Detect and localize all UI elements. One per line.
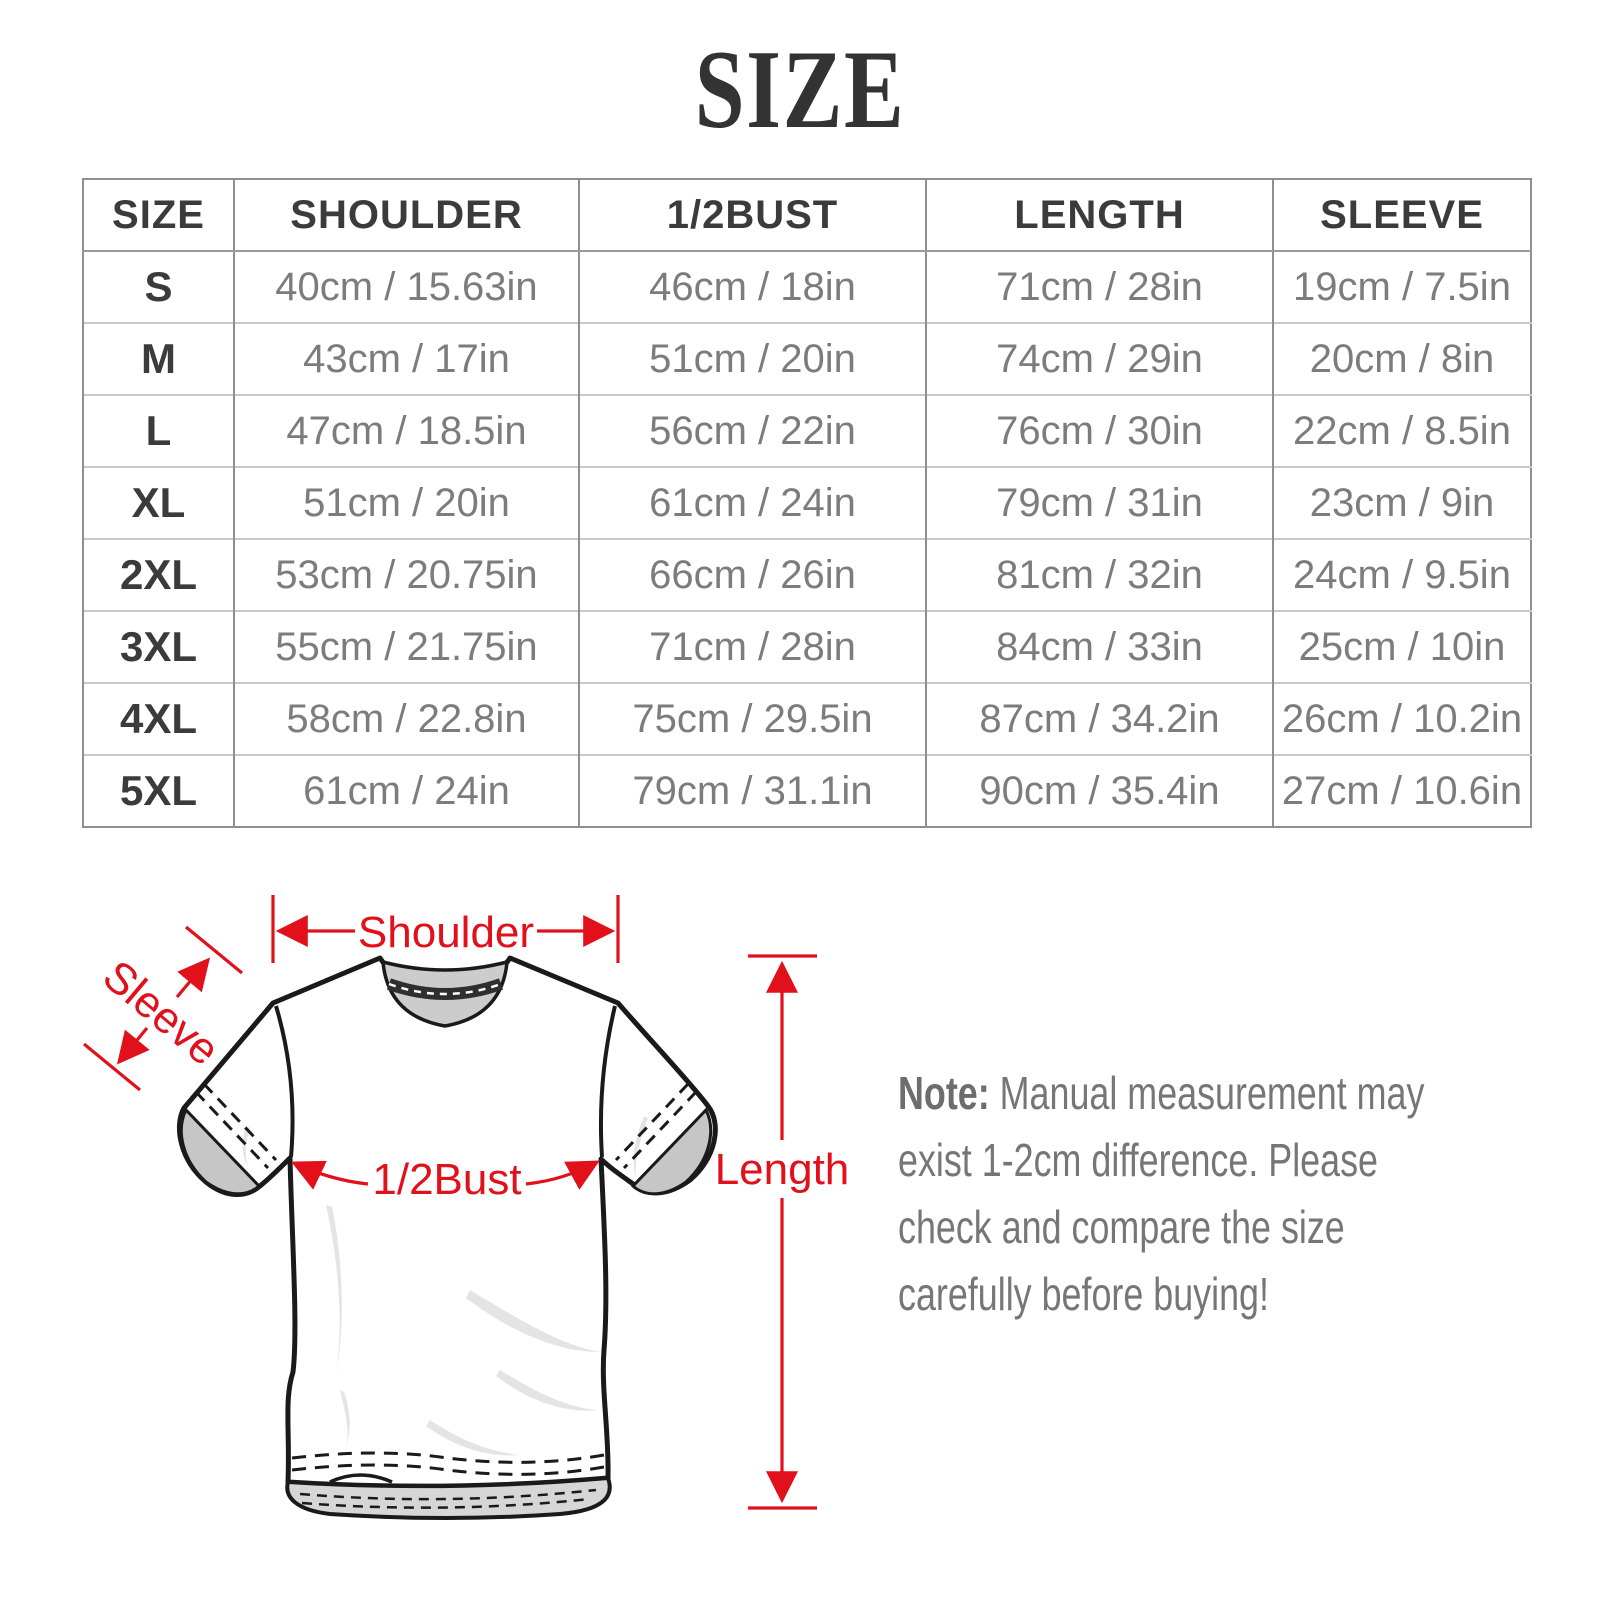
note-label: Note:	[898, 1067, 990, 1119]
size-label: XL	[82, 466, 234, 539]
hem	[285, 1451, 612, 1520]
size-label: L	[82, 394, 234, 467]
cell-bust: 56cm / 22in	[578, 394, 926, 467]
sleeve-tick-upper	[184, 925, 244, 975]
table-row: M 43cm / 17in 51cm / 20in 74cm / 29in 20…	[82, 322, 1531, 395]
cell-length: 71cm / 28in	[925, 251, 1273, 323]
table-row: 3XL 55cm / 21.75in 71cm / 28in 84cm / 33…	[82, 610, 1531, 683]
header-length: LENGTH	[925, 179, 1273, 252]
tshirt-measurement-diagram: Shoulder Sleeve 1/2Bust Length	[82, 895, 850, 1520]
size-label: M	[82, 322, 234, 395]
header-sleeve: SLEEVE	[1272, 179, 1531, 252]
tshirt-outline	[176, 955, 718, 1520]
table-header-row: SIZE SHOULDER 1/2BUST LENGTH SLEEVE	[82, 179, 1531, 252]
bust-arrow-left	[291, 1160, 369, 1190]
cell-bust: 79cm / 31.1in	[578, 754, 926, 827]
table-row: XL 51cm / 20in 61cm / 24in 79cm / 31in 2…	[82, 466, 1531, 539]
header-shoulder: SHOULDER	[233, 179, 579, 252]
cell-shoulder: 55cm / 21.75in	[233, 610, 579, 683]
note-line: carefully before buying!	[898, 1268, 1269, 1320]
size-chart-table: SIZE SHOULDER 1/2BUST LENGTH SLEEVE S 40…	[82, 178, 1532, 828]
size-label: S	[82, 251, 234, 323]
note-line: Note: Manual measurement may	[898, 1060, 1506, 1127]
cell-shoulder: 53cm / 20.75in	[233, 538, 579, 611]
cell-sleeve: 22cm / 8.5in	[1272, 394, 1531, 467]
bust-annotation: 1/2Bust	[291, 1155, 600, 1204]
page-title: SIZE	[694, 28, 906, 152]
note-block: Note: Manual measurement may exist 1-2cm…	[898, 1060, 1506, 1328]
cell-sleeve: 25cm / 10in	[1272, 610, 1531, 683]
table-row: 2XL 53cm / 20.75in 66cm / 26in 81cm / 32…	[82, 538, 1531, 611]
cell-sleeve: 24cm / 9.5in	[1272, 538, 1531, 611]
size-label: 4XL	[82, 682, 234, 755]
note-text: Manual measurement may	[999, 1067, 1425, 1119]
cell-length: 90cm / 35.4in	[925, 754, 1273, 827]
cell-length: 76cm / 30in	[925, 394, 1273, 467]
cell-bust: 66cm / 26in	[578, 538, 926, 611]
cell-shoulder: 47cm / 18.5in	[233, 394, 579, 467]
cell-length: 84cm / 33in	[925, 610, 1273, 683]
length-annotation: Length	[715, 954, 850, 1510]
cell-shoulder: 51cm / 20in	[233, 466, 579, 539]
cell-shoulder: 43cm / 17in	[233, 322, 579, 395]
cell-bust: 51cm / 20in	[578, 322, 926, 395]
cell-length: 79cm / 31in	[925, 466, 1273, 539]
table-row: 5XL 61cm / 24in 79cm / 31.1in 90cm / 35.…	[82, 754, 1531, 827]
cell-bust: 71cm / 28in	[578, 610, 926, 683]
length-label: Length	[715, 1145, 850, 1194]
cell-sleeve: 27cm / 10.6in	[1272, 754, 1531, 827]
cell-sleeve: 26cm / 10.2in	[1272, 682, 1531, 755]
sleeve-tick-lower	[82, 1042, 142, 1092]
note-line: exist 1-2cm difference. Please	[898, 1134, 1378, 1186]
sleeve-cuffs	[179, 1082, 713, 1196]
table-row: 4XL 58cm / 22.8in 75cm / 29.5in 87cm / 3…	[82, 682, 1531, 755]
cell-length: 87cm / 34.2in	[925, 682, 1273, 755]
cell-bust: 61cm / 24in	[578, 466, 926, 539]
table-row: L 47cm / 18.5in 56cm / 22in 76cm / 30in …	[82, 394, 1531, 467]
cell-bust: 46cm / 18in	[578, 251, 926, 323]
sleeve-arrow-up	[175, 957, 211, 999]
cell-shoulder: 58cm / 22.8in	[233, 682, 579, 755]
shoulder-label: Shoulder	[358, 908, 534, 957]
cell-sleeve: 19cm / 7.5in	[1272, 251, 1531, 323]
collar	[381, 959, 509, 1028]
table-row: S 40cm / 15.63in 46cm / 18in 71cm / 28in…	[82, 251, 1531, 323]
note-line: check and compare the size	[898, 1201, 1345, 1253]
bust-label: 1/2Bust	[372, 1155, 521, 1204]
shoulder-annotation: Shoulder	[271, 895, 620, 963]
cell-shoulder: 61cm / 24in	[233, 754, 579, 827]
bust-arrow-right	[525, 1160, 600, 1190]
size-label: 2XL	[82, 538, 234, 611]
cell-bust: 75cm / 29.5in	[578, 682, 926, 755]
header-size: SIZE	[82, 179, 234, 252]
sleeve-arrow-down	[116, 1026, 150, 1065]
cell-shoulder: 40cm / 15.63in	[233, 251, 579, 323]
size-label: 5XL	[82, 754, 234, 827]
size-label: 3XL	[82, 610, 234, 683]
wrinkle-shading	[242, 1116, 648, 1456]
cell-sleeve: 20cm / 8in	[1272, 322, 1531, 395]
cell-length: 81cm / 32in	[925, 538, 1273, 611]
cell-sleeve: 23cm / 9in	[1272, 466, 1531, 539]
header-bust: 1/2BUST	[578, 179, 926, 252]
cell-length: 74cm / 29in	[925, 322, 1273, 395]
sleeve-label: Sleeve	[94, 951, 229, 1075]
